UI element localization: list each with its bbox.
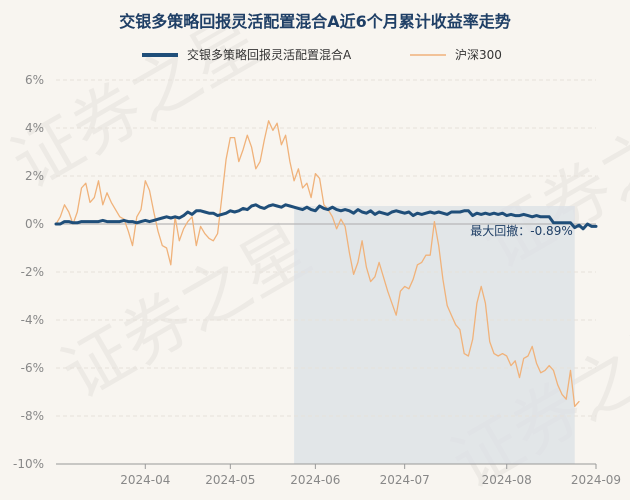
watermark-text: 证券之星 (49, 210, 324, 414)
legend-label-fund: 交银多策略回报灵活配置混合A (187, 47, 352, 62)
x-tick-label: 2024-07 (380, 473, 430, 487)
y-tick-label: -10% (13, 457, 44, 471)
y-tick-label: 0% (25, 217, 44, 231)
y-tick-label: -8% (21, 409, 44, 423)
series-line-index (55, 120, 580, 408)
legend: 交银多策略回报灵活配置混合A 沪深300 (142, 47, 502, 62)
chart-title: 交银多策略回报灵活配置混合A近6个月累计收益率走势 (119, 12, 511, 31)
y-tick-label: 6% (25, 73, 44, 87)
y-tick-label: -4% (21, 313, 44, 327)
y-tick-label: 2% (25, 169, 44, 183)
x-tick-label: 2024-09 (571, 473, 621, 487)
x-tick-label: 2024-06 (290, 473, 340, 487)
series-line-fund (54, 203, 598, 231)
y-tick-label: 4% (25, 121, 44, 135)
x-tick-label: 2024-04 (120, 473, 170, 487)
plot-area: 6% 4% 2% 0% -2% -4% -6% -8% -10% 2024-04 2024-05 20… (13, 73, 621, 487)
y-tick-label: -6% (21, 361, 44, 375)
max-drawdown-region (294, 206, 575, 464)
y-tick-label: -2% (21, 265, 44, 279)
x-tick-label: 2024-05 (205, 473, 255, 487)
max-drawdown-label: 最大回撤：-0.89% (470, 223, 572, 238)
x-tick-label: 2024-08 (482, 473, 532, 487)
legend-label-index: 沪深300 (455, 48, 502, 62)
